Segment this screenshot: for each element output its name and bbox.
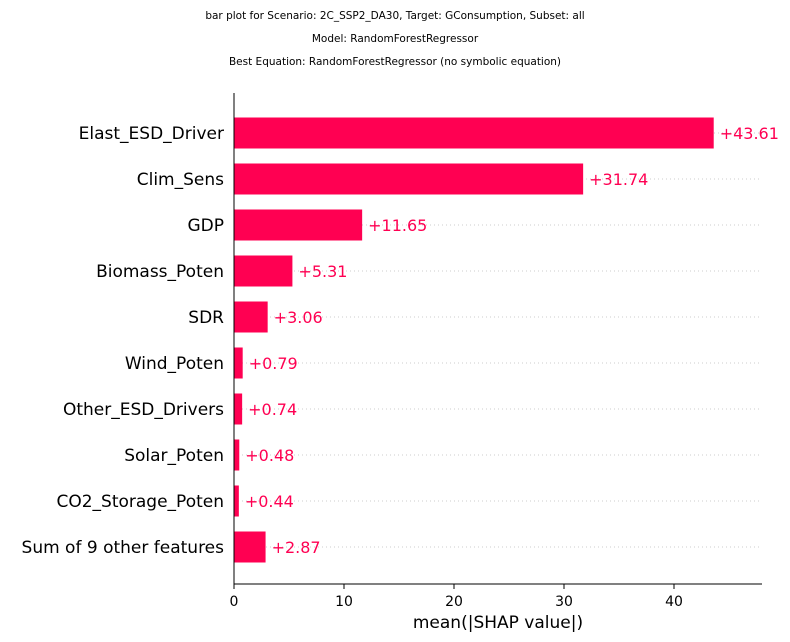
bar-biomass-poten	[234, 255, 293, 287]
bar-gdp	[234, 209, 363, 241]
category-label: SDR	[188, 308, 224, 328]
x-axis-label: mean(|SHAP value|)	[413, 613, 583, 633]
category-label: CO2_Storage_Poten	[56, 492, 224, 512]
bar-elast-esd-driver	[234, 117, 714, 149]
category-label: Wind_Poten	[125, 354, 224, 374]
x-tick-label: 20	[445, 594, 463, 610]
value-label: +3.06	[274, 308, 323, 327]
value-label: +31.74	[589, 170, 648, 189]
value-label: +43.61	[720, 124, 779, 143]
bar-clim-sens	[234, 163, 584, 195]
value-label: +0.74	[248, 400, 297, 419]
value-label: +2.87	[272, 538, 321, 557]
x-tick-label: 0	[230, 594, 239, 610]
category-label: Sum of 9 other features	[22, 538, 225, 558]
category-label: Elast_ESD_Driver	[79, 124, 224, 144]
bar-wind-poten	[234, 347, 243, 379]
x-tick-label: 10	[335, 594, 353, 610]
bar-other-esd-drivers	[234, 393, 243, 425]
category-label: Biomass_Poten	[96, 262, 224, 282]
category-label: Clim_Sens	[137, 170, 224, 190]
x-tick-label: 40	[665, 594, 683, 610]
value-label: +0.79	[249, 354, 298, 373]
bar-sum-of-9-other-features	[234, 531, 266, 563]
bar-sdr	[234, 301, 268, 333]
category-label: GDP	[187, 216, 224, 236]
x-tick-label: 30	[555, 594, 573, 610]
value-label: +5.31	[298, 262, 347, 281]
category-label: Solar_Poten	[124, 446, 224, 466]
bar-solar-poten	[234, 439, 240, 471]
value-label: +0.48	[245, 446, 294, 465]
category-label: Other_ESD_Drivers	[63, 400, 224, 420]
value-label: +0.44	[245, 492, 294, 511]
chart-title-line-1: bar plot for Scenario: 2C_SSP2_DA30, Tar…	[205, 10, 585, 22]
value-label: +11.65	[368, 216, 427, 235]
chart-title-line-2: Model: RandomForestRegressor	[311, 33, 479, 45]
bar-co2-storage-poten	[234, 485, 239, 517]
chart-title-line-3: Best Equation: RandomForestRegressor (no…	[228, 56, 562, 68]
